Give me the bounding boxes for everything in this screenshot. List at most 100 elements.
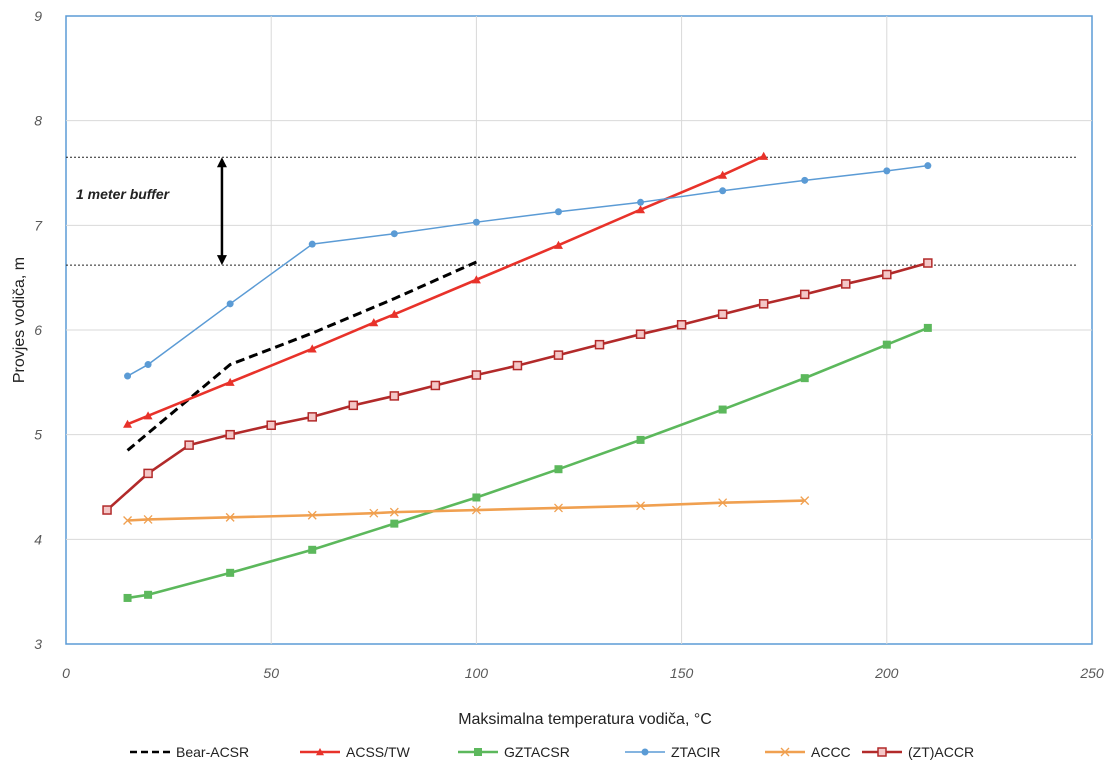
square-marker	[144, 590, 153, 599]
square-marker	[308, 545, 317, 554]
square-open-marker	[799, 289, 810, 300]
series-acss-tw	[123, 151, 769, 428]
buffer-reference-lines	[66, 156, 1078, 266]
square-marker	[882, 340, 891, 349]
square-open-marker	[512, 360, 523, 371]
legend-item: ACCC	[765, 744, 851, 760]
x-marker	[636, 501, 646, 511]
series-line	[127, 326, 929, 600]
buffer-annotation: 1 meter buffer	[76, 157, 227, 266]
square-marker	[474, 748, 482, 756]
circle-marker	[883, 167, 891, 175]
square-marker	[923, 323, 932, 332]
square-open-marker	[635, 329, 646, 339]
x-marker	[143, 514, 153, 524]
triangle-marker	[225, 377, 235, 386]
square-marker	[390, 519, 399, 528]
x-tick-label: 250	[1079, 665, 1104, 681]
square-marker	[718, 405, 727, 414]
circle-marker	[144, 361, 152, 369]
triangle-marker	[718, 170, 728, 179]
tick-labels: 3 4 5 6 7 8 9 0 50 100 150 200 250	[34, 8, 1104, 681]
square-open-marker	[430, 380, 441, 391]
legend-item: ACSS/TW	[300, 744, 411, 760]
series-line	[126, 260, 478, 452]
x-tick-label: 50	[263, 665, 279, 681]
gridlines	[66, 16, 1092, 644]
y-tick-label: 8	[34, 113, 42, 129]
legend-label: ACCC	[811, 744, 851, 760]
legend-label: Bear-ACSR	[176, 744, 249, 760]
square-marker	[554, 465, 563, 474]
legend-label: ACSS/TW	[346, 744, 411, 760]
series-group	[102, 151, 933, 602]
buffer-arrow-head-up	[216, 157, 227, 168]
square-marker	[472, 493, 481, 502]
buffer-arrow-head-down	[216, 255, 227, 266]
legend-item: (ZT)ACCR	[862, 744, 974, 760]
square-open-marker	[841, 279, 851, 289]
legend: Bear-ACSR ACSS/TW GZTACSR ZTACIR ACCC (ZT)ACC…	[130, 744, 974, 760]
circle-marker	[472, 218, 480, 226]
square-open-marker	[717, 309, 728, 320]
circle-marker	[637, 198, 645, 206]
y-tick-label: 9	[34, 8, 42, 24]
circle-marker	[719, 187, 727, 195]
y-tick-label: 5	[34, 427, 42, 443]
square-open-marker	[266, 420, 276, 430]
circle-marker	[390, 230, 398, 238]
legend-item: GZTACSR	[458, 744, 570, 760]
legend-label: (ZT)ACCR	[908, 744, 974, 760]
series-line	[127, 164, 928, 377]
triangle-marker	[759, 151, 769, 160]
triangle-marker	[553, 240, 563, 249]
triangle-marker	[471, 275, 481, 284]
square-marker	[226, 568, 235, 577]
series-ztacir	[124, 162, 932, 380]
triangle-marker	[369, 318, 379, 327]
y-tick-label: 6	[34, 322, 42, 338]
y-tick-label: 4	[34, 531, 42, 547]
square-open-marker	[553, 350, 564, 360]
square-open-marker	[877, 747, 887, 757]
square-open-marker	[307, 412, 317, 422]
square-marker	[123, 593, 132, 602]
triangle-marker	[636, 205, 646, 214]
circle-marker	[308, 240, 316, 248]
square-open-marker	[225, 429, 235, 440]
legend-label: ZTACIR	[671, 744, 721, 760]
x-marker	[369, 508, 379, 518]
legend-item: ZTACIR	[625, 744, 721, 760]
x-tick-label: 150	[670, 665, 694, 681]
x-marker	[389, 507, 399, 517]
square-open-marker	[102, 505, 112, 515]
x-tick-label: 200	[874, 665, 899, 681]
x-marker	[307, 510, 317, 520]
x-marker	[780, 747, 790, 757]
triangle-marker	[307, 344, 317, 353]
series-bear-acsr	[126, 260, 478, 452]
circle-marker	[924, 162, 932, 170]
y-tick-label: 3	[34, 636, 42, 652]
x-marker	[225, 512, 235, 522]
square-marker	[636, 435, 645, 444]
legend-item: Bear-ACSR	[130, 744, 249, 760]
y-axis-label: Provjes vodiča, m	[11, 257, 28, 383]
x-marker	[123, 516, 133, 525]
x-marker	[554, 503, 563, 513]
series-zt-accr	[102, 258, 933, 515]
triangle-marker	[316, 748, 324, 756]
circle-marker	[801, 176, 809, 184]
square-open-marker	[882, 269, 892, 280]
series-line	[106, 261, 929, 511]
square-open-marker	[184, 440, 194, 450]
square-open-marker	[143, 468, 153, 479]
y-tick-label: 7	[34, 217, 43, 233]
circle-marker	[226, 300, 234, 308]
x-marker	[718, 498, 728, 508]
square-open-marker	[348, 400, 359, 411]
x-marker	[471, 505, 481, 515]
circle-marker	[124, 372, 132, 380]
series-accc	[123, 496, 810, 525]
